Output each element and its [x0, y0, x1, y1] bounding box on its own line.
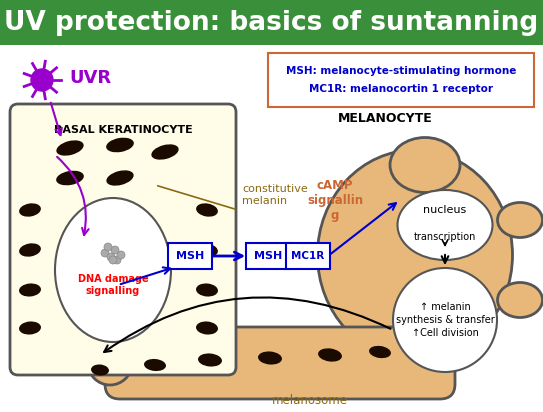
- Ellipse shape: [151, 144, 179, 160]
- Circle shape: [107, 253, 115, 261]
- Ellipse shape: [196, 203, 218, 217]
- FancyBboxPatch shape: [286, 243, 330, 269]
- Circle shape: [117, 251, 125, 259]
- Ellipse shape: [196, 243, 218, 257]
- FancyBboxPatch shape: [168, 243, 212, 269]
- Text: transcription: transcription: [414, 232, 476, 242]
- Circle shape: [109, 256, 117, 264]
- Circle shape: [88, 341, 132, 385]
- Circle shape: [111, 246, 119, 254]
- Text: MC1R: MC1R: [292, 251, 325, 261]
- Text: MSH: MSH: [176, 251, 204, 261]
- Ellipse shape: [419, 342, 441, 354]
- Text: MC1R: melanocortin 1 receptor: MC1R: melanocortin 1 receptor: [309, 84, 493, 94]
- FancyBboxPatch shape: [268, 53, 534, 107]
- Ellipse shape: [390, 138, 460, 192]
- Ellipse shape: [19, 243, 41, 257]
- Ellipse shape: [318, 349, 342, 362]
- Circle shape: [101, 249, 109, 257]
- FancyBboxPatch shape: [10, 104, 236, 375]
- Circle shape: [113, 256, 121, 264]
- Text: nucleus: nucleus: [424, 205, 466, 215]
- Ellipse shape: [19, 321, 41, 335]
- Text: ↑ melanin
synthesis & transfer
↑Cell division: ↑ melanin synthesis & transfer ↑Cell div…: [396, 302, 494, 338]
- Ellipse shape: [196, 283, 218, 297]
- Text: DNA damage
signalling: DNA damage signalling: [78, 274, 148, 296]
- Ellipse shape: [56, 171, 84, 185]
- Text: cAMP
signallin
g: cAMP signallin g: [307, 178, 363, 222]
- Ellipse shape: [258, 351, 282, 365]
- Ellipse shape: [19, 203, 41, 217]
- Text: BASAL KERATINOCYTE: BASAL KERATINOCYTE: [54, 125, 192, 135]
- Circle shape: [31, 69, 53, 91]
- Ellipse shape: [397, 190, 493, 260]
- Ellipse shape: [106, 138, 134, 152]
- Ellipse shape: [91, 365, 109, 375]
- Ellipse shape: [56, 140, 84, 156]
- Ellipse shape: [19, 283, 41, 297]
- Ellipse shape: [318, 150, 513, 360]
- FancyBboxPatch shape: [105, 327, 455, 399]
- Ellipse shape: [198, 353, 222, 367]
- Circle shape: [104, 243, 112, 251]
- Text: MSH: MSH: [254, 251, 282, 261]
- Text: MELANOCYTE: MELANOCYTE: [338, 112, 432, 124]
- Circle shape: [393, 268, 497, 372]
- Text: UV protection: basics of suntanning: UV protection: basics of suntanning: [4, 10, 538, 36]
- Ellipse shape: [369, 346, 391, 358]
- Bar: [0, 45, 543, 412]
- Text: constitutive
melanin: constitutive melanin: [242, 184, 308, 206]
- Ellipse shape: [497, 203, 542, 237]
- Text: MSH: melanocyte-stimulating hormone: MSH: melanocyte-stimulating hormone: [286, 66, 516, 76]
- Bar: [0, 0, 543, 45]
- Ellipse shape: [196, 321, 218, 335]
- Text: UVR: UVR: [69, 69, 111, 87]
- Ellipse shape: [55, 198, 171, 342]
- Ellipse shape: [497, 283, 542, 318]
- Ellipse shape: [106, 170, 134, 186]
- Ellipse shape: [144, 359, 166, 371]
- FancyBboxPatch shape: [246, 243, 290, 269]
- Text: melanosome: melanosome: [272, 393, 348, 407]
